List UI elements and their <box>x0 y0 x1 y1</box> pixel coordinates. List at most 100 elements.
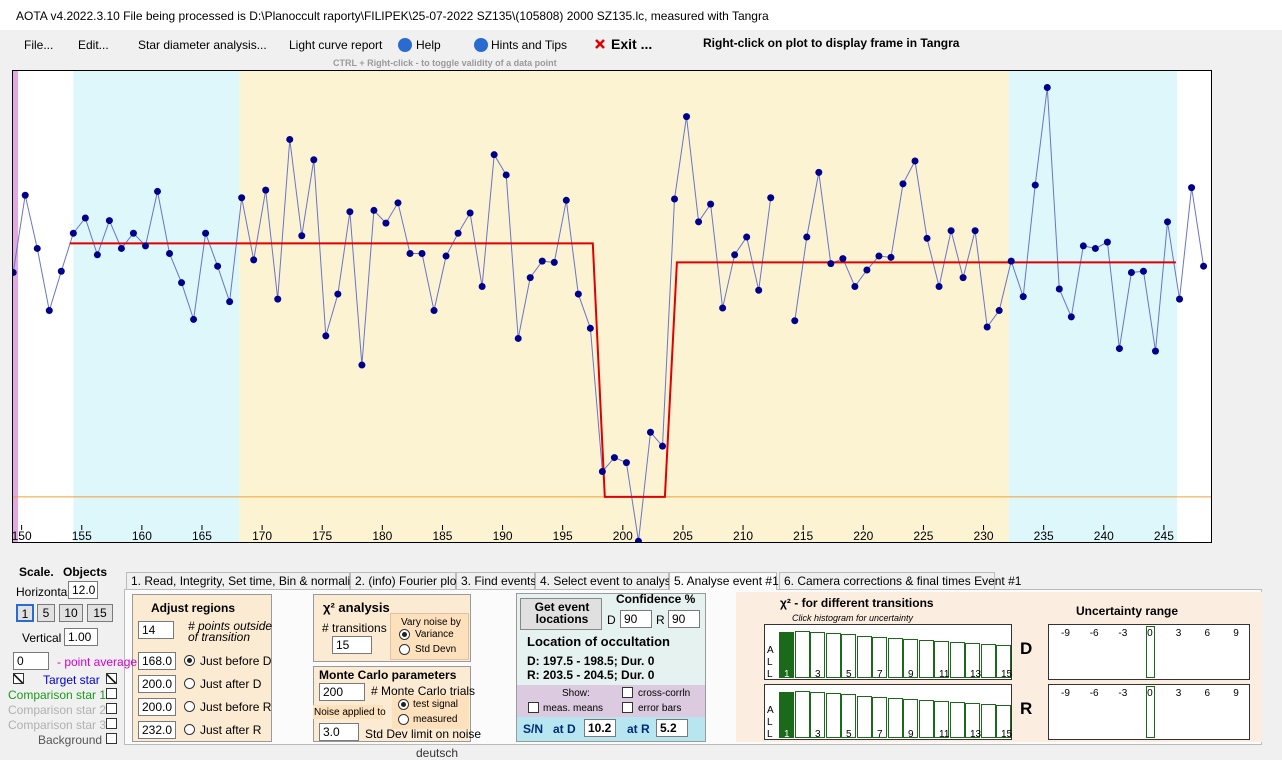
button-label[interactable]: Get event locations <box>534 600 590 626</box>
scale-button[interactable]: 5 <box>37 604 55 622</box>
input-box[interactable]: 200.0 <box>138 675 176 693</box>
checkbox[interactable] <box>622 687 633 698</box>
checkbox[interactable] <box>622 702 633 713</box>
histogram-bar[interactable] <box>872 636 887 678</box>
tab[interactable] <box>779 572 995 589</box>
histogram-bar[interactable] <box>779 632 794 678</box>
histogram-bar[interactable] <box>949 702 965 738</box>
menu-item[interactable]: Hints and Tips <box>491 38 568 52</box>
tab[interactable] <box>350 572 456 589</box>
input-box[interactable]: 0 <box>13 652 49 670</box>
histogram-bar[interactable] <box>779 692 794 738</box>
input-box[interactable]: 12.0 <box>68 581 98 599</box>
radio-button[interactable] <box>184 655 195 666</box>
histogram-bar[interactable] <box>856 635 872 678</box>
input-box[interactable]: 232.0 <box>138 721 176 739</box>
checkbox[interactable] <box>106 673 117 684</box>
tab-label[interactable]: 1. Read, Integrity, Set time, Bin & norm… <box>131 574 363 588</box>
label: L <box>767 717 773 728</box>
histogram-bar[interactable] <box>810 692 825 738</box>
tab[interactable] <box>126 572 350 589</box>
radio-button[interactable] <box>184 678 195 689</box>
histogram-bar[interactable] <box>810 632 825 678</box>
tab-label[interactable]: 5. Analyse event #1 <box>674 574 779 588</box>
histogram-bar[interactable] <box>934 701 949 738</box>
input-box[interactable]: 168.0 <box>138 652 176 670</box>
input-box[interactable]: 200 <box>319 683 365 701</box>
radio-button[interactable] <box>398 714 409 725</box>
radio-button[interactable] <box>399 644 410 655</box>
input-box[interactable]: 90 <box>668 610 700 628</box>
histogram-bar[interactable] <box>965 703 980 738</box>
input-box[interactable]: 90 <box>620 610 652 628</box>
histogram-bar[interactable] <box>996 705 1011 738</box>
histogram-bar[interactable] <box>934 641 949 678</box>
input-box[interactable]: 1.00 <box>64 628 98 646</box>
histogram-bar[interactable] <box>887 637 903 678</box>
tab-label[interactable]: 4. Select event to analyse <box>540 574 678 588</box>
tab[interactable] <box>535 572 669 589</box>
checkbox[interactable] <box>106 718 117 729</box>
radio-button[interactable] <box>184 724 195 735</box>
histogram-bar[interactable] <box>794 691 810 738</box>
data-point <box>57 267 65 275</box>
light-curve-plot[interactable]: 150 155 160 165 170 175 180 185 190 195 200 205 210 2… <box>12 70 1212 543</box>
checkbox[interactable] <box>13 673 24 684</box>
scale-button[interactable]: 10 <box>59 604 83 622</box>
scale-button[interactable]: 15 <box>87 604 113 622</box>
data-point <box>105 217 113 225</box>
label: Vertical <box>22 631 62 645</box>
checkbox[interactable] <box>106 688 117 699</box>
radio-button[interactable] <box>399 629 410 640</box>
input-box[interactable]: 10.2 <box>584 719 616 737</box>
histogram-bar[interactable] <box>918 699 934 738</box>
tab[interactable] <box>669 572 777 590</box>
checkbox[interactable] <box>106 703 117 714</box>
histogram-bar[interactable] <box>794 631 810 678</box>
histogram-bar[interactable] <box>872 696 887 738</box>
histogram-bar[interactable] <box>841 694 856 738</box>
input-box[interactable]: 3.0 <box>319 723 359 741</box>
histogram-bar[interactable] <box>825 693 841 738</box>
radio-button[interactable] <box>184 701 195 712</box>
histogram-bar[interactable] <box>903 698 918 738</box>
scale-button[interactable]: 1 <box>16 604 34 622</box>
tab-label[interactable]: 6. Camera corrections & final times Even… <box>784 574 1022 588</box>
data-point <box>310 156 318 164</box>
input-box[interactable]: 200.0 <box>138 698 176 716</box>
menu-item[interactable]: Star diameter analysis... <box>138 38 267 52</box>
tab-label[interactable]: 3. Find events <box>461 574 537 588</box>
checkbox[interactable] <box>528 702 539 713</box>
tab-label[interactable]: 2. (info) Fourier plot <box>355 574 460 588</box>
radio-button[interactable] <box>398 699 409 710</box>
histogram-bar[interactable] <box>825 633 841 678</box>
histogram-bar[interactable] <box>887 697 903 738</box>
histogram-bar[interactable] <box>841 634 856 678</box>
input-box[interactable]: 15 <box>332 636 372 654</box>
edge-strip <box>13 70 18 543</box>
histogram-bar[interactable] <box>996 645 1011 678</box>
data-point <box>250 256 258 264</box>
checkbox[interactable] <box>106 733 117 744</box>
label: - point average <box>57 655 138 669</box>
data-point <box>454 229 462 237</box>
x-tick-label: 245 <box>1154 529 1174 543</box>
histogram-bar[interactable] <box>980 644 996 678</box>
input-box[interactable]: 14 <box>138 621 174 639</box>
histogram-bar[interactable] <box>965 643 980 678</box>
menu-item[interactable]: Exit ... <box>611 36 653 52</box>
data-point <box>274 295 282 303</box>
data-point <box>1031 181 1039 189</box>
menu-item[interactable]: Edit... <box>78 38 109 52</box>
histogram-bar[interactable] <box>918 639 934 678</box>
histogram-bar[interactable] <box>856 695 872 738</box>
menu-item[interactable]: Light curve report <box>289 38 383 52</box>
histogram-bar[interactable] <box>903 638 918 678</box>
histogram-bar[interactable] <box>949 642 965 678</box>
menu-item[interactable]: File... <box>24 38 54 52</box>
get-event-button[interactable] <box>520 598 602 630</box>
input-box[interactable]: 5.2 <box>656 719 688 737</box>
menu-item[interactable]: Help <box>416 38 441 52</box>
tab[interactable] <box>456 572 535 589</box>
histogram-bar[interactable] <box>980 704 996 738</box>
